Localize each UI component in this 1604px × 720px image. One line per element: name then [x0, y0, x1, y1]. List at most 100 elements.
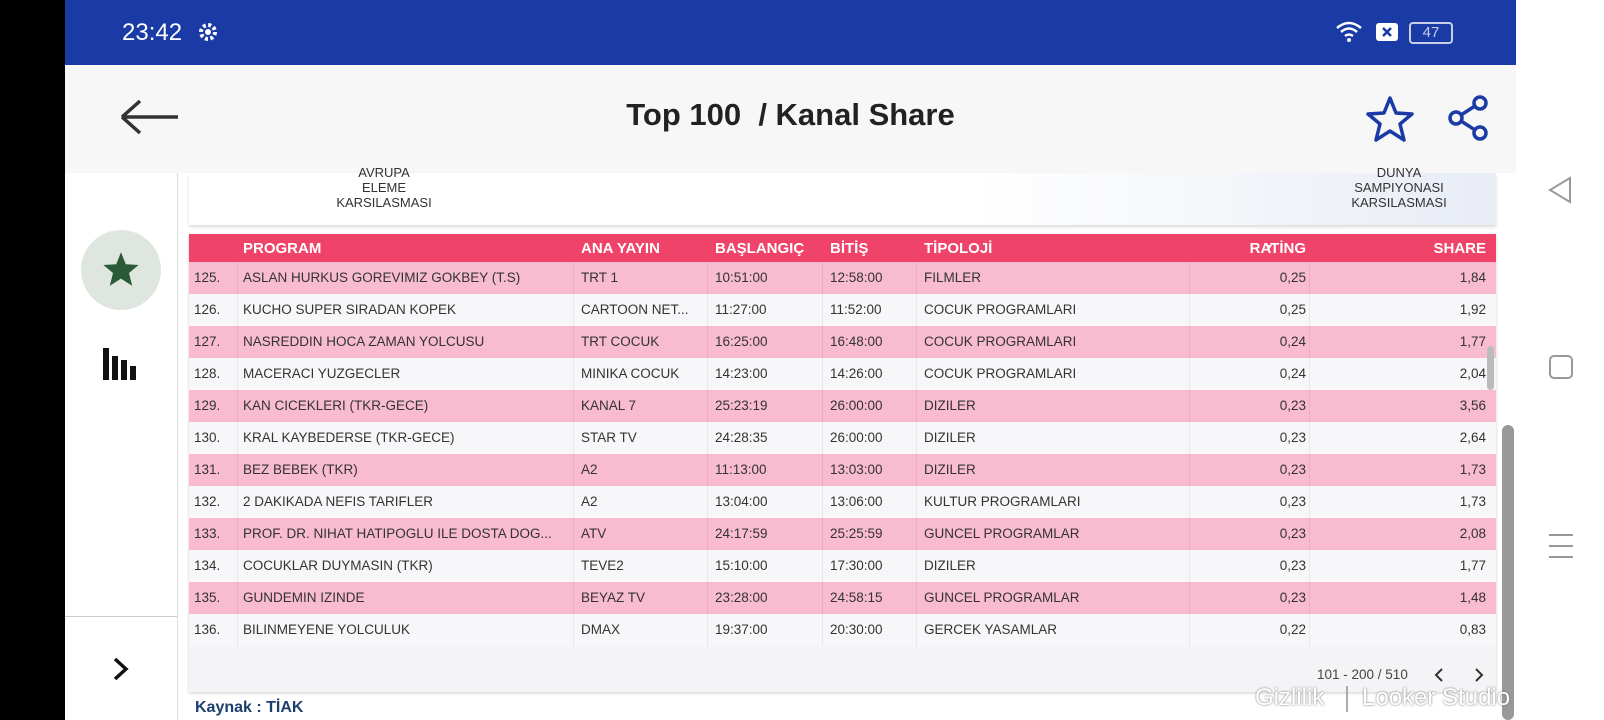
column-separator — [707, 326, 708, 358]
column-separator — [573, 614, 574, 646]
table-cell: 2,08 — [1459, 526, 1486, 541]
table-cell: PROF. DR. NIHAT HATIPOGLU ILE DOSTA DOG.… — [243, 526, 552, 541]
table-cell: 1,77 — [1459, 558, 1486, 573]
table-cell: 134. — [194, 558, 221, 573]
column-separator — [1189, 582, 1190, 614]
table-cell: 0,24 — [1279, 334, 1306, 349]
table-row: 134. COCUKLAR DUYMASIN (TKR) TEVE2 15:10:00… — [189, 550, 1496, 582]
table-cell: 25:23:19 — [715, 398, 768, 413]
column-separator — [237, 422, 238, 454]
column-header[interactable]: SHARE — [1433, 240, 1486, 257]
column-header[interactable]: RATİNG — [1249, 240, 1306, 257]
table-cell: FILMLER — [924, 270, 982, 285]
column-separator — [237, 326, 238, 358]
table-cell: COCUKLAR DUYMASIN (TKR) — [243, 558, 433, 573]
table-cell: 2,04 — [1459, 366, 1486, 381]
table-cell: STAR TV — [581, 430, 637, 445]
column-separator — [573, 454, 574, 486]
column-separator — [237, 262, 238, 294]
table-cell: 0,25 — [1279, 302, 1306, 317]
column-separator — [1309, 390, 1310, 422]
table-cell: COCUK PROGRAMLARI — [924, 334, 1077, 349]
column-separator — [822, 326, 823, 358]
column-separator — [707, 294, 708, 326]
table-cell: KAN CICEKLERI (TKR-GECE) — [243, 398, 429, 413]
column-separator — [822, 518, 823, 550]
table-cell: 0,23 — [1279, 558, 1306, 573]
banner-line: KARSILASMASI — [1351, 195, 1447, 210]
favorite-button[interactable] — [1365, 95, 1415, 143]
table-cell: MACERACI YUZGECLER — [243, 366, 401, 381]
table-cell: 0,25 — [1279, 270, 1306, 285]
table-cell: 13:06:00 — [830, 494, 883, 509]
table-cell: A2 — [581, 494, 598, 509]
battery: 47 — [1409, 22, 1453, 44]
column-header[interactable]: BİTİŞ — [830, 240, 869, 257]
table-cell: 17:30:00 — [830, 558, 883, 573]
table-cell: A2 — [581, 462, 598, 477]
table-row: 127. NASREDDIN HOCA ZAMAN YOLCUSU TRT COCU… — [189, 326, 1496, 358]
column-separator — [822, 422, 823, 454]
expand-button[interactable] — [111, 656, 131, 682]
column-header[interactable]: ANA YAYIN — [581, 240, 660, 257]
battery-level: 47 — [1422, 24, 1440, 41]
table-row: 131. BEZ BEBEK (TKR) A2 11:13:00 13:03:00 DIZ… — [189, 454, 1496, 486]
column-separator — [1309, 326, 1310, 358]
app-header: Top 100 / Kanal Share — [65, 65, 1516, 173]
column-separator — [707, 486, 708, 518]
column-separator — [822, 582, 823, 614]
column-header[interactable]: BAŞLANGIÇ — [715, 240, 805, 257]
table-row: 126. KUCHO SUPER SIRADAN KOPEK CARTOON NET… — [189, 294, 1496, 326]
page-title: Top 100 / Kanal Share — [626, 97, 955, 132]
table-header: PROGRAM ANA YAYIN BAŞLANGIÇ BİTİŞ TİPOLOJİ RA… — [189, 234, 1496, 262]
column-separator — [1309, 454, 1310, 486]
next-page[interactable] — [1472, 666, 1486, 684]
table-cell: 0,23 — [1279, 494, 1306, 509]
column-separator — [916, 454, 917, 486]
table-cell: MINIKA COCUK — [581, 366, 680, 381]
column-separator — [1189, 550, 1190, 582]
table-cell: BEYAZ TV — [581, 590, 646, 605]
column-separator — [1189, 294, 1190, 326]
table-row: 133. PROF. DR. NIHAT HATIPOGLU ILE DOSTA … — [189, 518, 1496, 550]
column-separator — [1309, 486, 1310, 518]
table-cell: 24:28:35 — [715, 430, 768, 445]
column-separator — [916, 358, 917, 390]
table-cell: 1,92 — [1459, 302, 1486, 317]
table-cell: 26:00:00 — [830, 430, 883, 445]
table-cell: COCUK PROGRAMLARI — [924, 366, 1077, 381]
table-cell: DIZILER — [924, 398, 976, 413]
column-separator — [916, 614, 917, 646]
table-cell: 1,73 — [1459, 494, 1486, 509]
column-separator — [916, 550, 917, 582]
column-header[interactable]: TİPOLOJİ — [924, 240, 993, 257]
table-cell: 16:48:00 — [830, 334, 883, 349]
nav-back[interactable] — [1546, 175, 1574, 205]
table-cell: 13:03:00 — [830, 462, 883, 477]
privacy-link[interactable]: Gizlilik — [1255, 684, 1325, 711]
column-separator — [916, 486, 917, 518]
table-row: 136. BILINMEYENE YOLCULUK DMAX 19:37:00 20:3… — [189, 614, 1496, 646]
nav-menu[interactable] — [1547, 533, 1575, 559]
column-separator — [707, 422, 708, 454]
column-header[interactable]: PROGRAM — [243, 240, 322, 257]
table-cell: DMAX — [581, 622, 621, 637]
table-cell: BEZ BEBEK (TKR) — [243, 462, 358, 477]
table-cell: 19:37:00 — [715, 622, 768, 637]
page-scrollbar — [1502, 425, 1514, 720]
prev-page[interactable] — [1432, 666, 1446, 684]
star-nav[interactable] — [81, 230, 161, 310]
table-scrollbar — [1487, 346, 1494, 390]
banner-right: DUNYA SAMPIYONASI KARSILASMASI — [1339, 165, 1459, 210]
column-separator — [573, 518, 574, 550]
column-separator — [822, 294, 823, 326]
column-separator — [1189, 614, 1190, 646]
column-separator — [916, 326, 917, 358]
nav-home[interactable] — [1548, 354, 1574, 380]
column-separator — [1309, 294, 1310, 326]
share-button[interactable] — [1447, 95, 1491, 141]
chart-nav[interactable] — [103, 348, 137, 380]
table-row: 135. GUNDEMIN IZINDE BEYAZ TV 23:28:00 24:58… — [189, 582, 1496, 614]
back-button[interactable] — [118, 97, 180, 137]
